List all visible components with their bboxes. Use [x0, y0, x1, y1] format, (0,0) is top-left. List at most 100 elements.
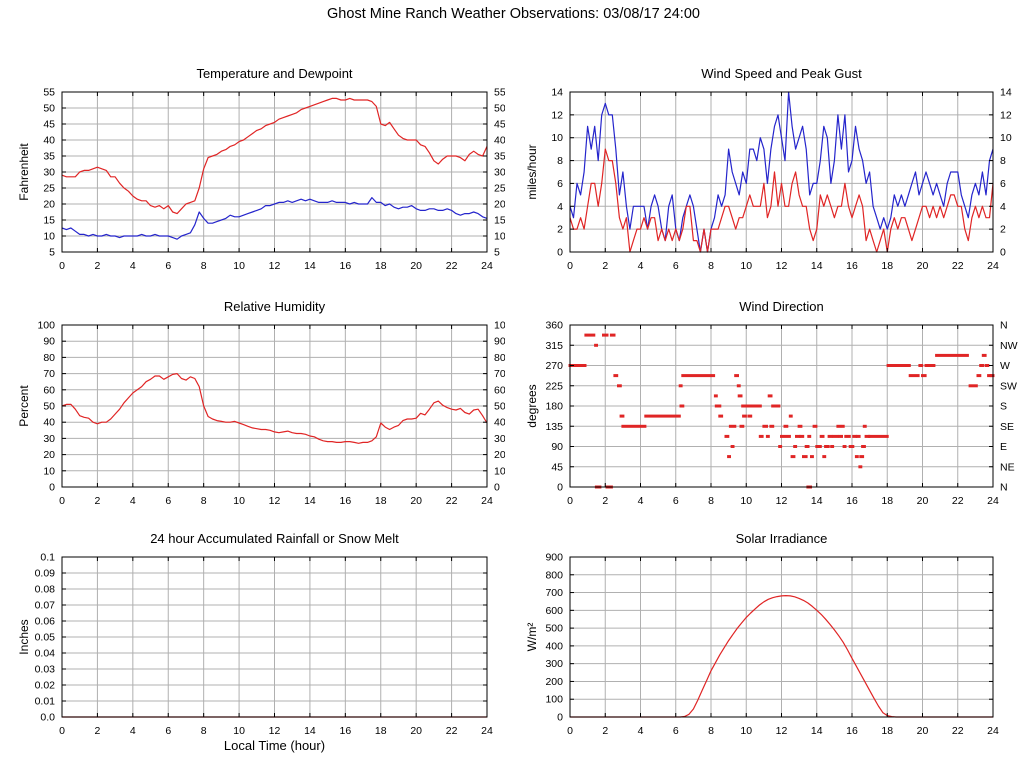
x-tick-label: 10 — [233, 495, 245, 506]
y-tick-label: 315 — [545, 340, 563, 352]
y-tick-label: 0.0 — [40, 712, 55, 724]
x-tick-label: 22 — [952, 495, 964, 506]
series-dewpoint-line — [61, 197, 488, 240]
y-axis-label: Percent — [17, 385, 31, 427]
x-tick-label: 10 — [740, 260, 752, 272]
y-tick-label: 0.1 — [40, 552, 55, 564]
chart-title: Wind Speed and Peak Gust — [701, 66, 862, 81]
x-tick-label: 12 — [776, 495, 788, 506]
y-tick-label-right: 70 — [494, 368, 505, 380]
axis-ticks — [569, 91, 994, 253]
x-tick-label: 10 — [740, 495, 752, 506]
x-tick-label: 20 — [917, 725, 929, 737]
y-tick-label: 0.07 — [35, 600, 56, 612]
y-tick-label: 8 — [557, 155, 563, 167]
y-tick-label-right: 40 — [494, 417, 505, 429]
y-tick-label-right: 50 — [494, 401, 505, 413]
x-tick-label: 6 — [673, 725, 679, 737]
y-tick-label-right: 5 — [494, 247, 500, 259]
page-title: Ghost Mine Ranch Weather Observations: 0… — [327, 6, 700, 22]
y-tick-label: 0.04 — [35, 648, 56, 660]
y-tick-label: 200 — [545, 676, 563, 688]
x-tick-label: 18 — [881, 495, 893, 506]
x-tick-label: 18 — [375, 725, 387, 737]
x-tick-label: 0 — [59, 260, 65, 272]
y-tick-label-right: 55 — [494, 87, 505, 99]
y-tick-label: 50 — [43, 103, 55, 115]
y-tick-label: 70 — [43, 368, 55, 380]
x-tick-label: 16 — [846, 260, 858, 272]
grid-lines — [569, 324, 994, 488]
y-tick-label: 14 — [551, 87, 563, 99]
x-tick-label: 0 — [567, 260, 573, 272]
y-tick-label-right: 12 — [1000, 109, 1012, 121]
series-wind-speed-line — [569, 148, 994, 253]
y-tick-label-right: 40 — [494, 135, 505, 147]
chart-rainfall: 0.0 0.01 0.02 0.03 0.04 0.05 0.06 0.07 0.08 0.09 0… — [0, 523, 505, 772]
x-tick-label: 16 — [846, 495, 858, 506]
y-tick-label-right: 0 — [494, 482, 500, 494]
x-tick-label: 4 — [638, 725, 644, 737]
y-tick-label: 0.08 — [35, 584, 56, 596]
y-tick-label-right: 10 — [494, 231, 505, 243]
y-tick-label-right: E — [1000, 441, 1007, 453]
grid-lines — [61, 324, 488, 488]
y-tick-label-right: 25 — [494, 183, 505, 195]
x-tick-label: 2 — [602, 260, 608, 272]
y-axis-label: Fahrenheit — [17, 143, 31, 201]
chart-canvas-rainfall: 0.0 0.01 0.02 0.03 0.04 0.05 0.06 0.07 0.08 0.09 0… — [17, 531, 493, 753]
x-tick-label: 24 — [987, 725, 999, 737]
x-tick-label: 20 — [917, 260, 929, 272]
grid-lines — [61, 556, 488, 718]
y-tick-label-right: 4 — [1000, 201, 1006, 213]
chart-title: Relative Humidity — [224, 299, 326, 314]
y-tick-label: 400 — [545, 640, 563, 652]
x-tick-label: 8 — [201, 495, 207, 506]
x-tick-label: 4 — [130, 260, 136, 272]
y-tick-label: 0 — [557, 247, 563, 259]
x-tick-label: 2 — [94, 725, 100, 737]
x-tick-label: 2 — [602, 725, 608, 737]
x-tick-label: 24 — [481, 260, 493, 272]
chart-wind-direction: 0 45 90 135 180 225 270 315 360 N NE E SE S SW W NW N 0 2 4 6… — [510, 291, 1027, 507]
x-tick-label: 16 — [339, 260, 351, 272]
y-tick-label: 800 — [545, 569, 563, 581]
y-tick-label: 20 — [43, 199, 55, 211]
y-tick-label: 225 — [545, 380, 563, 392]
axis-ticks — [61, 556, 488, 718]
y-tick-label: 30 — [43, 167, 55, 179]
y-tick-label: 270 — [545, 360, 563, 372]
x-tick-label: 22 — [446, 260, 458, 272]
y-tick-label-right: 20 — [494, 199, 505, 211]
y-tick-label: 0.02 — [35, 680, 56, 692]
x-tick-label: 12 — [269, 495, 281, 506]
x-tick-label: 4 — [130, 495, 136, 506]
axis-ticks — [569, 556, 994, 718]
y-tick-label: 600 — [545, 605, 563, 617]
x-tick-label: 18 — [375, 260, 387, 272]
y-tick-label: 0 — [49, 482, 55, 494]
y-tick-label-right: NE — [1000, 461, 1015, 473]
y-tick-label-right: 35 — [494, 151, 505, 163]
y-tick-label-right: NW — [1000, 340, 1018, 352]
y-tick-label: 100 — [545, 694, 563, 706]
x-tick-label: 14 — [304, 725, 316, 737]
y-tick-label-right: 100 — [494, 320, 505, 332]
y-tick-label: 0 — [557, 482, 563, 494]
grid-lines — [569, 91, 994, 253]
y-axis-label: miles/hour — [525, 144, 539, 199]
y-tick-label: 2 — [557, 224, 563, 236]
x-axis-label: Local Time (hour) — [224, 738, 325, 753]
x-tick-label: 14 — [304, 495, 316, 506]
x-tick-label: 24 — [481, 495, 493, 506]
y-tick-label-right: 30 — [494, 167, 505, 179]
x-tick-label: 14 — [811, 725, 823, 737]
x-tick-label: 6 — [165, 725, 171, 737]
y-tick-label-right: 60 — [494, 384, 505, 396]
x-tick-label: 12 — [776, 725, 788, 737]
x-tick-label: 8 — [201, 725, 207, 737]
x-tick-label: 12 — [776, 260, 788, 272]
y-tick-label: 80 — [43, 352, 55, 364]
y-tick-label: 0.03 — [35, 664, 56, 676]
